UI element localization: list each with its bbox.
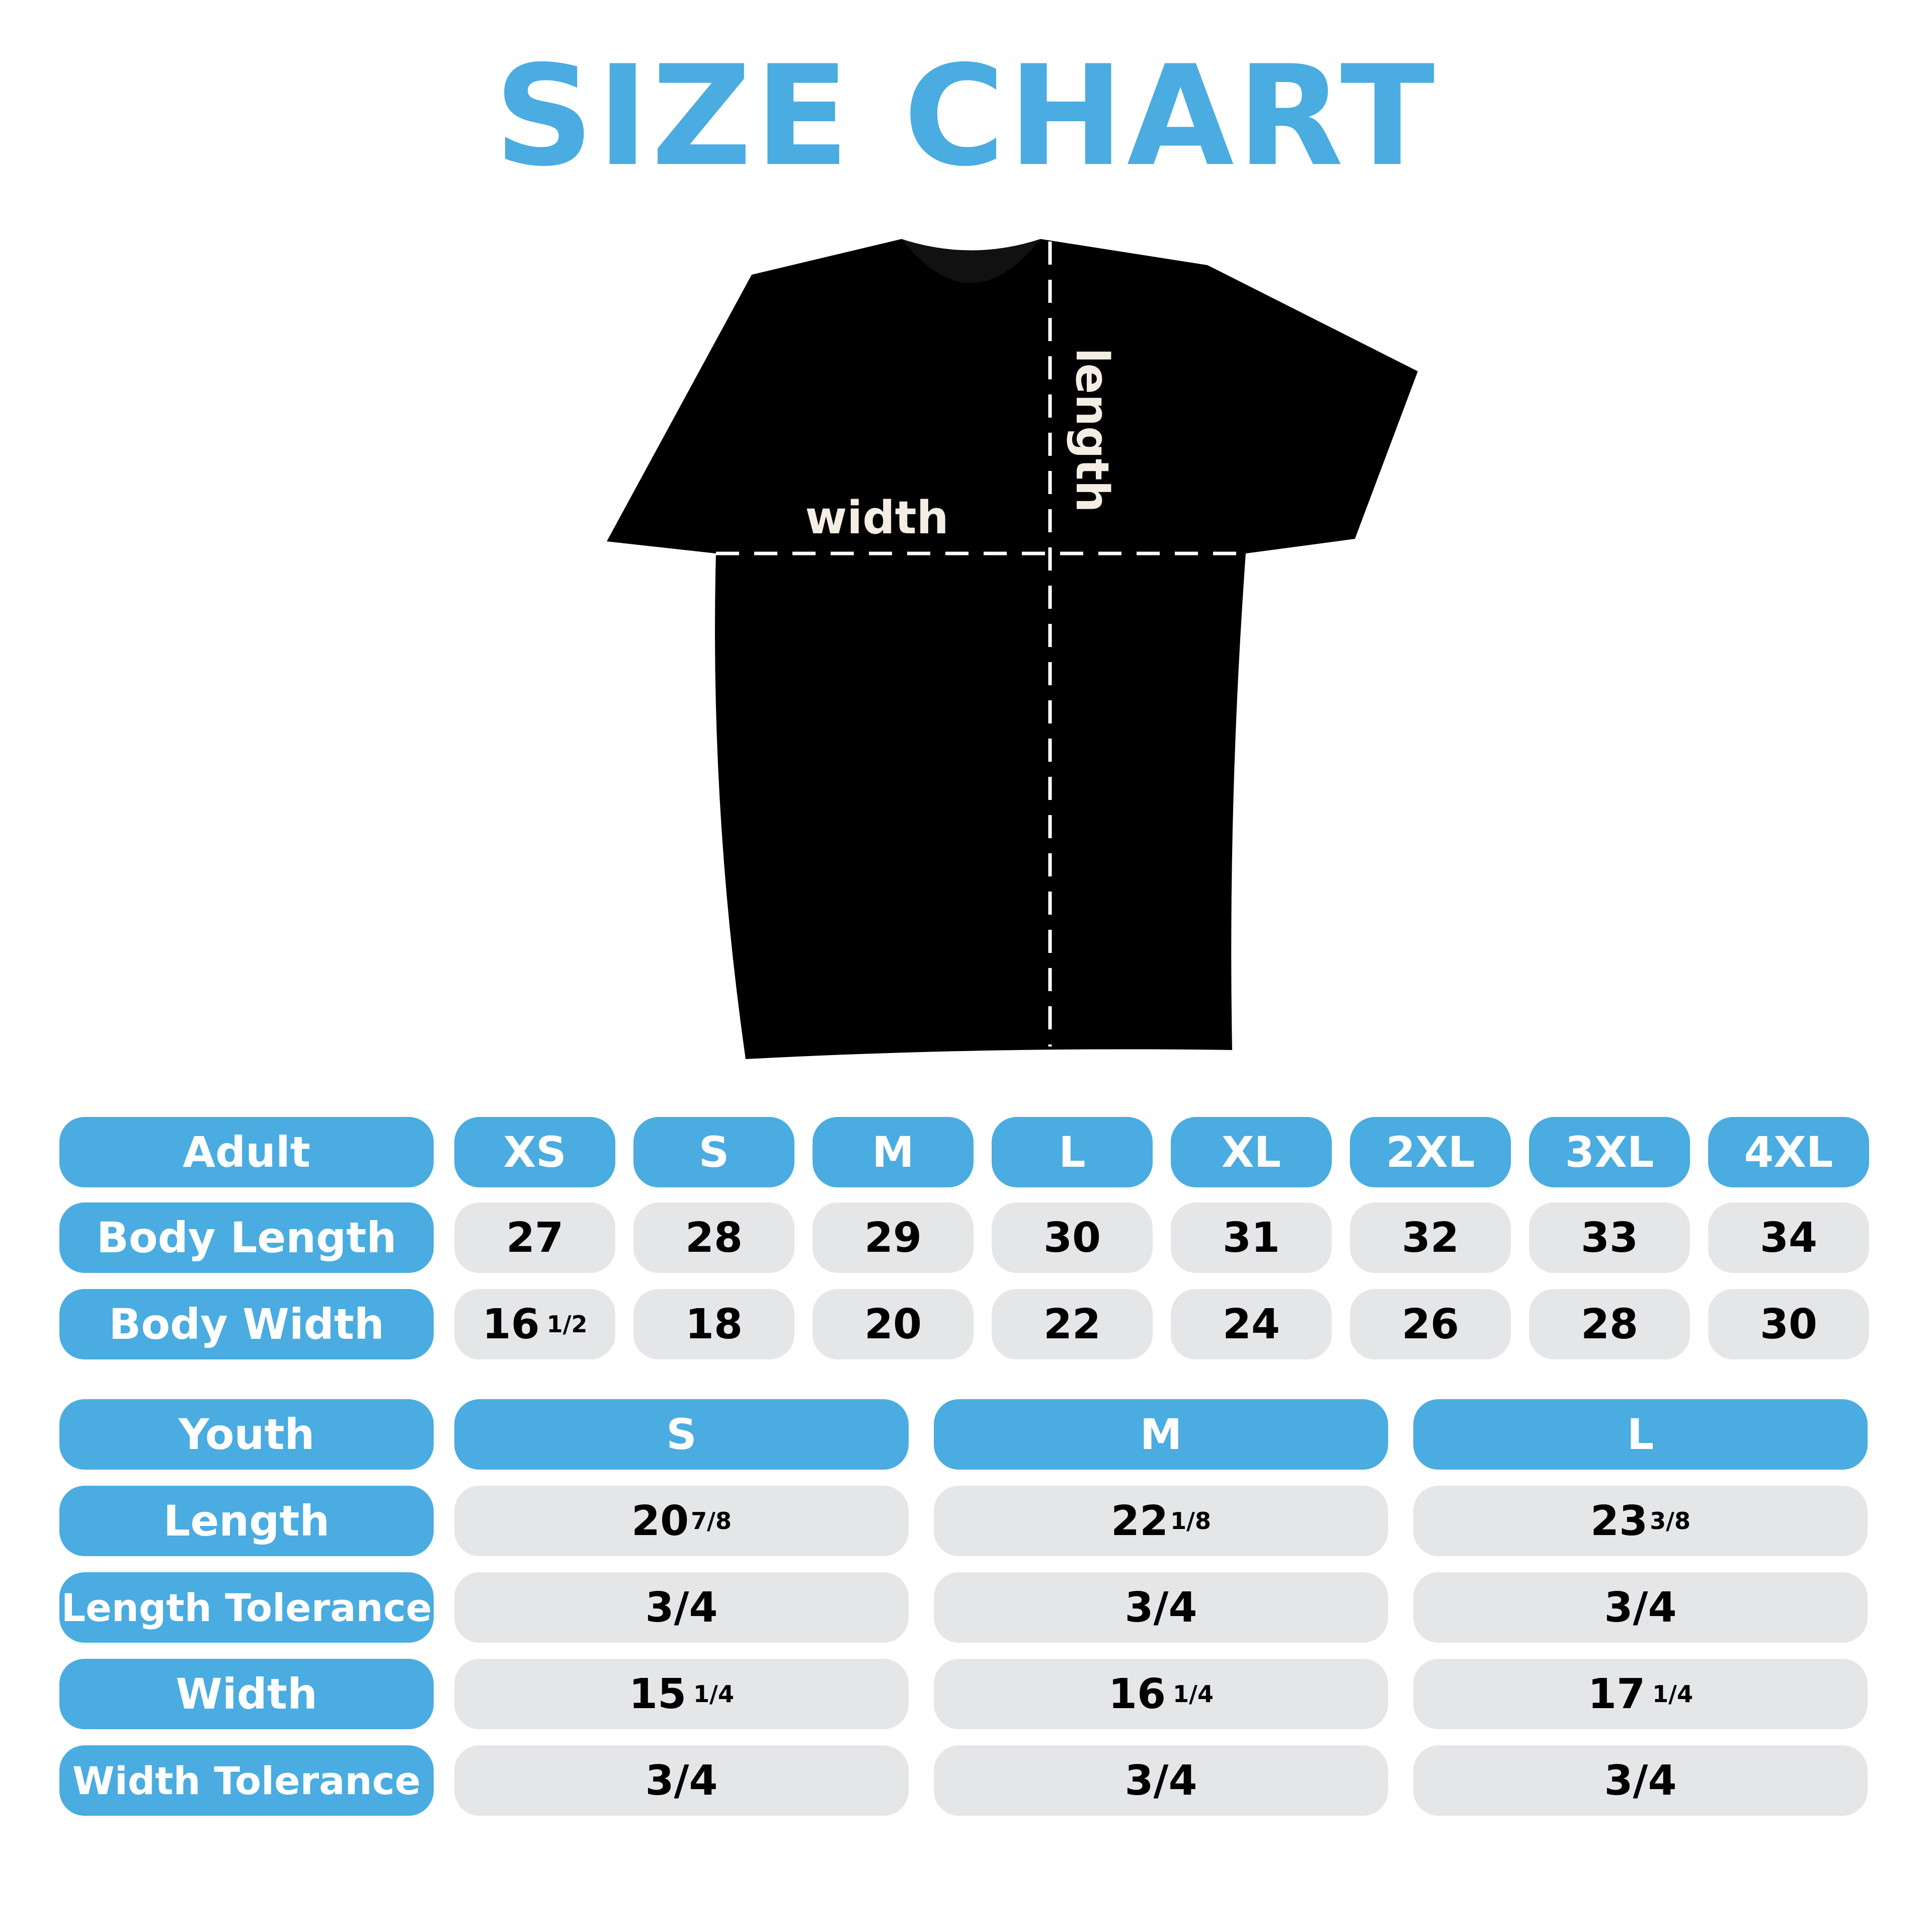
value-whole: 3/4: [1604, 1756, 1677, 1805]
value-fraction: 1/4: [1173, 1680, 1214, 1708]
row-label: Body Length: [59, 1202, 434, 1273]
value-fraction: 1/2: [546, 1311, 588, 1338]
value-cell: 31: [1171, 1202, 1332, 1273]
value-cell: 32: [1350, 1202, 1511, 1273]
size-header: S: [454, 1399, 909, 1470]
value-whole: 22: [1111, 1497, 1169, 1545]
value-cell: 24: [1171, 1289, 1332, 1359]
value-whole: 31: [1222, 1214, 1280, 1262]
value-cell: 3/4: [454, 1745, 909, 1816]
value-whole: 26: [1401, 1300, 1460, 1348]
value-whole: 22: [1043, 1300, 1101, 1348]
value-whole: 23: [1590, 1497, 1648, 1545]
value-cell: 17 1/4: [1413, 1659, 1868, 1729]
row-label: Length: [59, 1486, 434, 1556]
value-cell: 26: [1350, 1289, 1511, 1359]
value-cell: 3/4: [454, 1572, 909, 1643]
value-cell: 28: [1529, 1289, 1690, 1359]
size-header: L: [992, 1117, 1153, 1187]
value-fraction: 1/8: [1170, 1507, 1211, 1535]
tshirt-shape: [607, 239, 1418, 1059]
value-cell: 20 7/8: [454, 1486, 909, 1556]
value-cell: 16 1/4: [934, 1659, 1388, 1729]
value-whole: 16: [1108, 1670, 1166, 1718]
value-cell: 3/4: [934, 1745, 1388, 1816]
value-fraction: 3/8: [1650, 1507, 1691, 1535]
value-whole: 30: [1043, 1214, 1101, 1262]
value-whole: 3/4: [1124, 1756, 1197, 1805]
row-label: Width: [59, 1659, 434, 1729]
value-cell: 18: [633, 1289, 794, 1359]
value-whole: 32: [1401, 1214, 1460, 1262]
value-fraction: 1/4: [1652, 1680, 1693, 1708]
tshirt-collar: [902, 239, 1040, 283]
tshirt-diagram: width length: [607, 239, 1418, 1059]
size-header: 3XL: [1529, 1117, 1690, 1187]
value-cell: 22 1/8: [934, 1486, 1388, 1556]
value-whole: 33: [1580, 1214, 1639, 1262]
value-cell: 34: [1708, 1202, 1869, 1273]
value-fraction: 7/8: [691, 1507, 732, 1535]
value-cell: 3/4: [934, 1572, 1388, 1643]
value-cell: 23 3/8: [1413, 1486, 1868, 1556]
row-label: Length Tolerance: [59, 1572, 434, 1643]
value-whole: 18: [685, 1300, 743, 1348]
value-whole: 28: [1580, 1300, 1639, 1348]
value-whole: 17: [1588, 1670, 1646, 1718]
row-label: Body Width: [59, 1289, 434, 1359]
width-label: width: [805, 492, 949, 544]
value-cell: 3/4: [1413, 1572, 1868, 1643]
value-whole: 3/4: [1604, 1583, 1677, 1632]
value-whole: 27: [506, 1214, 564, 1262]
value-whole: 3/4: [645, 1583, 718, 1632]
value-whole: 16: [482, 1300, 540, 1348]
value-whole: 29: [864, 1214, 922, 1262]
value-whole: 15: [629, 1670, 687, 1718]
value-whole: 3/4: [645, 1756, 718, 1805]
value-whole: 20: [631, 1497, 689, 1545]
value-whole: 20: [864, 1300, 922, 1348]
value-cell: 16 1/2: [454, 1289, 615, 1359]
value-whole: 24: [1222, 1300, 1280, 1348]
value-cell: 15 1/4: [454, 1659, 909, 1729]
value-whole: 34: [1759, 1214, 1818, 1262]
size-header: 4XL: [1708, 1117, 1869, 1187]
row-label: Width Tolerance: [59, 1745, 434, 1816]
length-label: length: [1066, 348, 1118, 512]
value-cell: 28: [633, 1202, 794, 1273]
value-cell: 27: [454, 1202, 615, 1273]
value-whole: 30: [1759, 1300, 1818, 1348]
value-cell: 30: [992, 1202, 1153, 1273]
size-header: L: [1413, 1399, 1868, 1470]
size-header: M: [934, 1399, 1388, 1470]
value-cell: 33: [1529, 1202, 1690, 1273]
size-header: XL: [1171, 1117, 1332, 1187]
size-header: M: [813, 1117, 974, 1187]
adult-header: Adult: [59, 1117, 434, 1187]
size-header: S: [633, 1117, 794, 1187]
size-header: XS: [454, 1117, 615, 1187]
value-cell: 29: [813, 1202, 974, 1273]
value-cell: 22: [992, 1289, 1153, 1359]
value-cell: 3/4: [1413, 1745, 1868, 1816]
value-whole: 3/4: [1124, 1583, 1197, 1632]
youth-header: Youth: [59, 1399, 434, 1470]
value-fraction: 1/4: [693, 1680, 734, 1708]
value-cell: 30: [1708, 1289, 1869, 1359]
page-title: SIZE CHART: [494, 36, 1438, 197]
size-header: 2XL: [1350, 1117, 1511, 1187]
value-whole: 28: [685, 1214, 743, 1262]
value-cell: 20: [813, 1289, 974, 1359]
